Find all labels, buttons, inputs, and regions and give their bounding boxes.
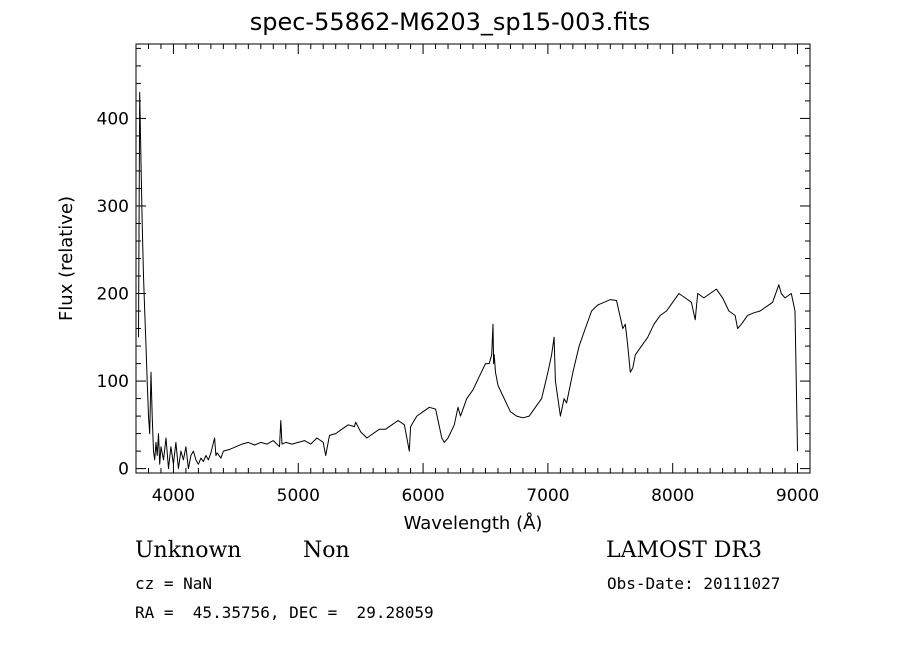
y-axis-ticks: 0 100 200 300 400 <box>97 47 810 480</box>
x-tick-label: 6000 <box>401 486 444 506</box>
redshift-text: cz = NaN <box>135 574 213 593</box>
x-tick-label: 8000 <box>651 486 694 506</box>
y-axis-label: Flux (relative) <box>56 196 77 321</box>
y-tick-label: 200 <box>97 285 129 305</box>
x-tick-label: 4000 <box>152 486 195 506</box>
y-tick-label: 400 <box>97 109 129 129</box>
x-axis-ticks: 4000 5000 6000 7000 8000 9000 <box>135 44 819 506</box>
coordinates-text: RA = 45.35756, DEC = 29.28059 <box>135 603 434 622</box>
x-tick-label: 9000 <box>776 486 819 506</box>
chart-title: spec-55862-M6203_sp15-003.fits <box>249 8 651 36</box>
plot-frame <box>135 43 811 474</box>
y-tick-label: 100 <box>97 372 129 392</box>
x-tick-label: 5000 <box>277 486 320 506</box>
x-axis-label: Wavelength (Å) <box>404 512 543 534</box>
spectrum-line <box>138 91 798 470</box>
subclass-label: Non <box>303 538 350 563</box>
class-label: Unknown <box>135 538 242 563</box>
survey-label: LAMOST DR3 <box>606 538 762 563</box>
y-tick-label: 0 <box>118 460 129 480</box>
x-tick-label: 7000 <box>526 486 569 506</box>
obs-date-text: Obs-Date: 20111027 <box>607 574 781 593</box>
y-tick-label: 300 <box>97 197 129 217</box>
